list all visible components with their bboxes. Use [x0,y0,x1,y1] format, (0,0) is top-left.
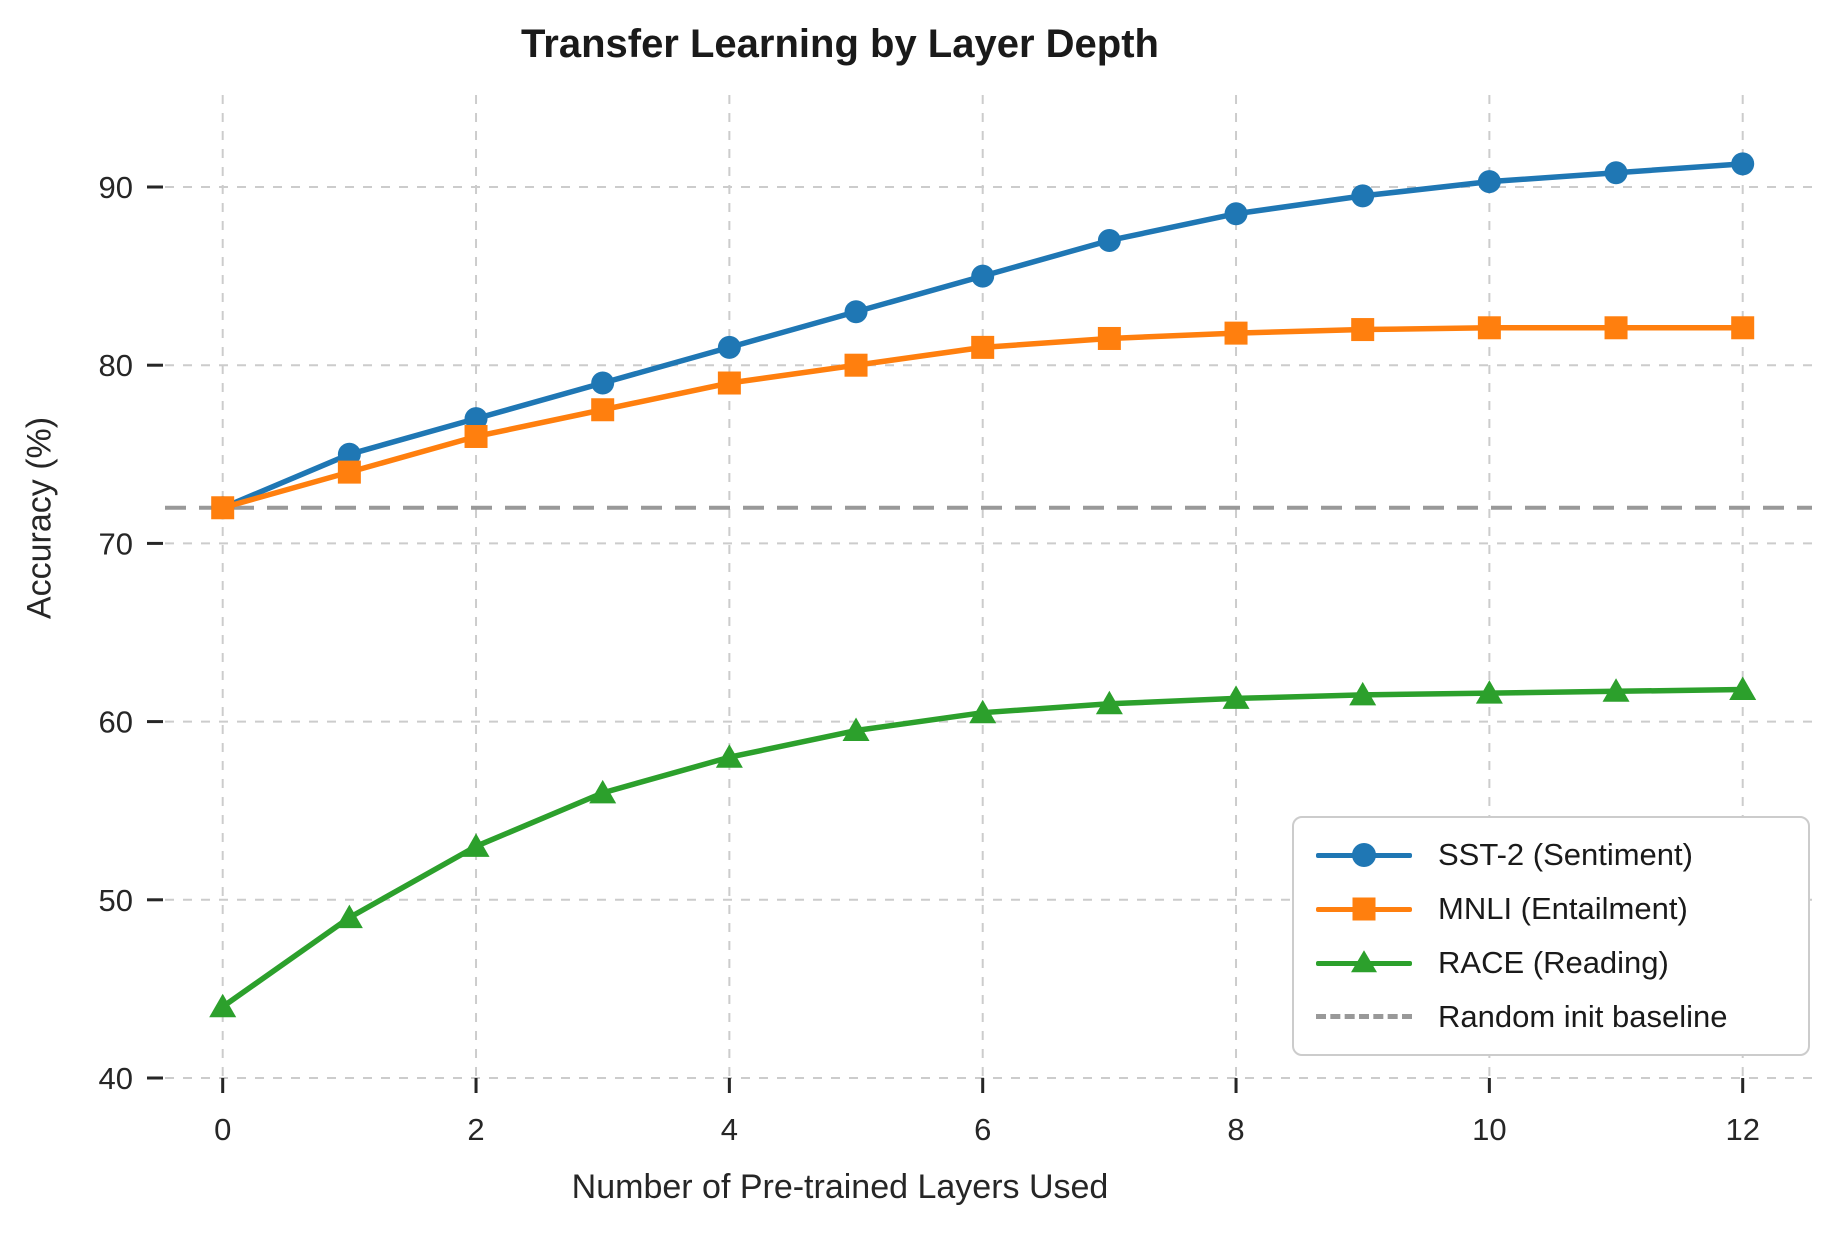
x-axis-label: Number of Pre-trained Layers Used [571,1168,1109,1206]
mnli-marker [717,371,741,395]
mnli-marker [1477,316,1501,340]
race-marker [1222,685,1250,709]
x-tick-label: 6 [974,1112,991,1147]
race-marker [969,699,997,724]
race-marker [842,717,870,742]
legend-item-mnli: MNLI (Entailment) [1316,888,1808,930]
race-marker [1602,678,1630,702]
y-tick-label: 60 [99,705,133,740]
race-marker [1729,676,1757,701]
mnli-marker [1097,326,1121,350]
mnli-marker [211,496,235,520]
legend-label: MNLI (Entailment) [1438,891,1688,926]
legend-item-baseline: Random init baseline [1316,996,1808,1038]
y-tick-label: 70 [99,526,133,561]
y-axis-label: Accuracy (%) [20,416,59,620]
sst2-marker [1097,228,1121,252]
legend-label: SST-2 (Sentiment) [1438,837,1693,872]
sst2-circle-marker-icon [1316,841,1412,869]
sst2-marker [1604,161,1628,185]
chart-title: Transfer Learning by Layer Depth [521,22,1159,66]
sst2-marker [1351,184,1375,208]
x-tick-label: 10 [1472,1112,1506,1147]
race-marker [715,744,743,768]
y-tick-label: 50 [99,883,133,918]
mnli-marker [591,398,615,422]
sst2-marker [1731,152,1755,176]
sst2-marker [464,407,488,431]
legend-item-race: RACE (Reading) [1316,942,1808,984]
mnli-marker [1731,316,1755,340]
x-tick-label: 4 [721,1112,738,1147]
mnli-marker [1604,316,1628,340]
sst2-marker [591,371,615,395]
legend-item-sst2: SST-2 (Sentiment) [1316,834,1808,876]
race-marker [335,904,363,929]
sst2-marker [971,264,995,288]
sst2-marker [844,300,868,324]
x-tick-label: 2 [467,1112,484,1147]
mnli-square-marker-icon [1316,895,1412,923]
x-tick-label: 12 [1725,1112,1759,1147]
sst2-marker [1477,170,1501,194]
sst2-marker [717,335,741,359]
mnli-marker [464,424,488,448]
legend-label: RACE (Reading) [1438,945,1669,980]
race-marker [1475,680,1503,704]
sst2-marker [1224,202,1248,226]
legend-label: Random init baseline [1438,999,1728,1034]
y-tick-label: 90 [99,170,133,205]
y-tick-label: 40 [99,1061,133,1096]
mnli-marker [1224,321,1248,345]
mnli-marker [971,335,995,359]
mnli-marker [844,353,868,377]
x-tick-label: 8 [1227,1112,1244,1147]
race-marker [209,993,237,1018]
legend: SST-2 (Sentiment) MNLI (Entailment) RACE (… [1292,816,1810,1056]
mnli-marker [337,460,361,484]
race-marker [1349,681,1377,706]
y-tick-label: 80 [99,348,133,383]
mnli-marker [1351,318,1375,342]
race-marker [462,833,490,857]
race-triangle-marker-icon [1316,949,1412,977]
x-tick-label: 0 [214,1112,231,1147]
baseline-dashed-line-icon [1316,1003,1412,1031]
race-marker [1095,690,1123,715]
sst2-marker [337,442,361,466]
race-marker [589,779,617,804]
